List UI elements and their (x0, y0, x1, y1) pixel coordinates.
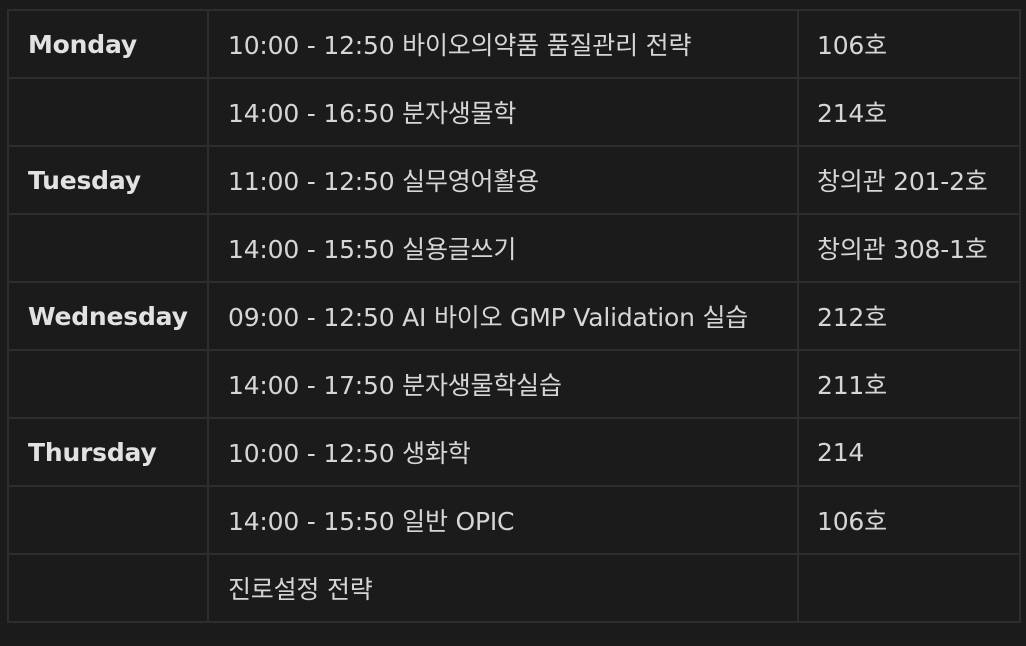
table-row: Monday 10:00 - 12:50 바이오의약품 품질관리 전략 106호 (7, 9, 1021, 79)
room-cell: 214 (797, 417, 1021, 487)
schedule-body: Monday 10:00 - 12:50 바이오의약품 품질관리 전략 106호… (7, 9, 1021, 623)
class-cell: 11:00 - 12:50 실무영어활용 (207, 145, 799, 215)
day-cell (7, 349, 209, 419)
class-cell: 10:00 - 12:50 생화학 (207, 417, 799, 487)
table-row: 14:00 - 16:50 분자생물학 214호 (7, 77, 1021, 147)
day-cell: Monday (7, 9, 209, 79)
table-row: 14:00 - 17:50 분자생물학실습 211호 (7, 349, 1021, 419)
room-cell: 창의관 201-2호 (797, 145, 1021, 215)
room-cell: 106호 (797, 9, 1021, 79)
class-cell: 14:00 - 16:50 분자생물학 (207, 77, 799, 147)
schedule-table: Monday 10:00 - 12:50 바이오의약품 품질관리 전략 106호… (7, 9, 1021, 623)
table-row: 진로설정 전략 (7, 553, 1021, 623)
class-cell: 진로설정 전략 (207, 553, 799, 623)
table-row: 14:00 - 15:50 실용글쓰기 창의관 308-1호 (7, 213, 1021, 283)
table-row: 14:00 - 15:50 일반 OPIC 106호 (7, 485, 1021, 555)
day-cell: Tuesday (7, 145, 209, 215)
class-cell: 14:00 - 17:50 분자생물학실습 (207, 349, 799, 419)
day-cell (7, 213, 209, 283)
class-cell: 14:00 - 15:50 일반 OPIC (207, 485, 799, 555)
day-cell: Thursday (7, 417, 209, 487)
table-row: Thursday 10:00 - 12:50 생화학 214 (7, 417, 1021, 487)
table-row: Wednesday 09:00 - 12:50 AI 바이오 GMP Valid… (7, 281, 1021, 351)
class-cell: 10:00 - 12:50 바이오의약품 품질관리 전략 (207, 9, 799, 79)
room-cell: 214호 (797, 77, 1021, 147)
room-cell: 106호 (797, 485, 1021, 555)
room-cell (797, 553, 1021, 623)
day-cell (7, 553, 209, 623)
day-cell (7, 485, 209, 555)
table-row: Tuesday 11:00 - 12:50 실무영어활용 창의관 201-2호 (7, 145, 1021, 215)
class-cell: 09:00 - 12:50 AI 바이오 GMP Validation 실습 (207, 281, 799, 351)
room-cell: 창의관 308-1호 (797, 213, 1021, 283)
day-cell: Wednesday (7, 281, 209, 351)
room-cell: 211호 (797, 349, 1021, 419)
room-cell: 212호 (797, 281, 1021, 351)
day-cell (7, 77, 209, 147)
class-cell: 14:00 - 15:50 실용글쓰기 (207, 213, 799, 283)
